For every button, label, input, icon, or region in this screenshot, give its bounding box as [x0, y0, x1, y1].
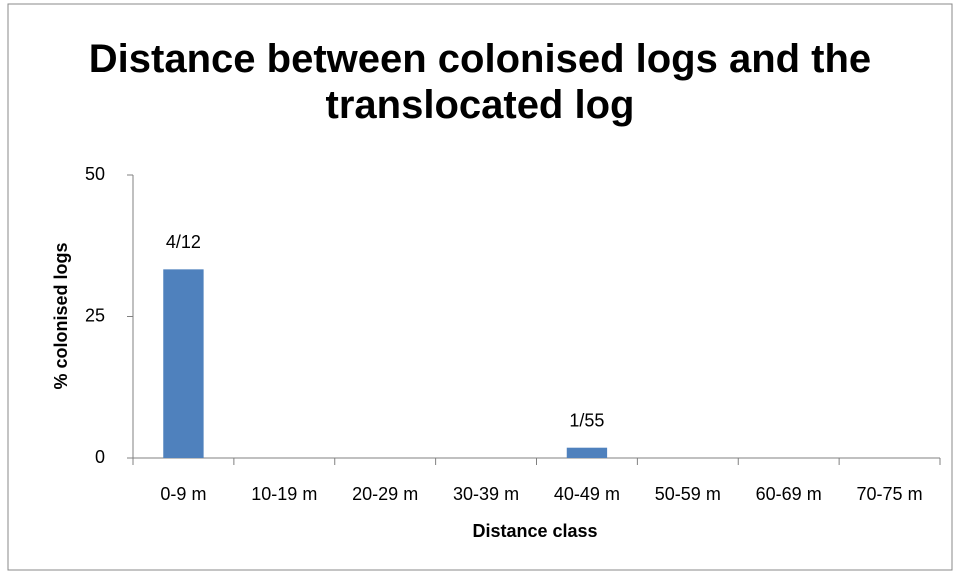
bar	[163, 269, 204, 458]
data-label: 4/12	[166, 232, 201, 252]
chart-title: Distance between colonised logs and the …	[88, 37, 872, 127]
x-tick-label: 10-19 m	[251, 484, 317, 504]
x-tick-label: 50-59 m	[655, 484, 721, 504]
x-tick-label: 20-29 m	[352, 484, 418, 504]
data-label: 1/55	[569, 410, 604, 430]
x-axis-label: Distance class	[472, 521, 597, 541]
x-tick-label: 0-9 m	[160, 484, 206, 504]
chart-border	[7, 3, 953, 571]
bar	[566, 447, 608, 458]
y-tick-label: 25	[85, 305, 105, 325]
x-tick-label: 70-75 m	[857, 484, 923, 504]
x-tick-label: 60-69 m	[756, 484, 822, 504]
x-tick-label: 40-49 m	[554, 484, 620, 504]
y-tick-label: 50	[85, 164, 105, 184]
y-tick-label: 0	[95, 447, 105, 467]
x-tick-label: 30-39 m	[453, 484, 519, 504]
y-axis-label: % colonised logs	[51, 242, 71, 389]
